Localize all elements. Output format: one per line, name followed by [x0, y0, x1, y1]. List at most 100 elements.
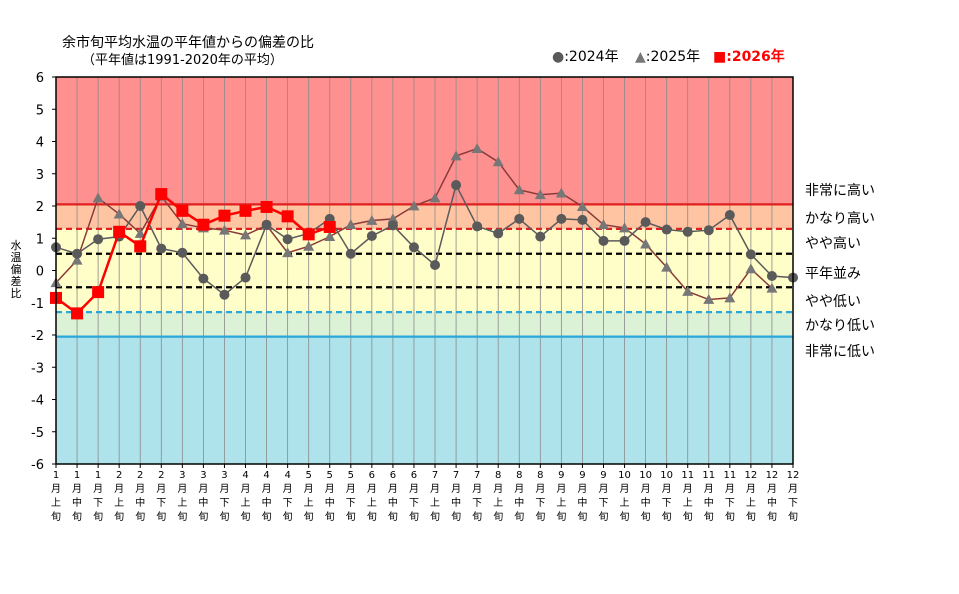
legend-marker-2025: ▲: [635, 49, 646, 65]
x-tick-label: 月: [283, 483, 293, 495]
x-tick-label: 9: [558, 470, 564, 481]
x-tick-label: 旬: [662, 510, 672, 523]
x-tick-label: 10: [660, 470, 673, 481]
x-tick-label: 6: [411, 470, 417, 481]
zone-label-normal: 平年並み: [805, 266, 861, 282]
point-2024: [661, 224, 672, 235]
point-2024: [430, 260, 441, 271]
point-2025: [597, 219, 609, 230]
x-tick-label: 4: [242, 470, 248, 481]
x-tick-label: 中: [514, 496, 524, 509]
x-tick-label: 中: [325, 496, 335, 509]
point-2026: [155, 188, 168, 201]
zone-normal: [56, 228, 793, 288]
x-tick-label: 旬: [788, 510, 798, 523]
x-tick-label: 12: [745, 470, 758, 481]
x-tick-label: 旬: [493, 510, 503, 523]
x-tick-label: 月: [725, 483, 735, 495]
point-2026: [71, 307, 84, 320]
point-2025: [429, 192, 441, 203]
point-2026: [281, 210, 294, 223]
point-2025: [682, 285, 694, 296]
y-tick-label: -4: [31, 394, 44, 409]
x-tick-label: 月: [472, 483, 482, 495]
point-2024: [556, 213, 567, 224]
x-tick-label: 5: [305, 470, 311, 481]
point-2025: [450, 150, 462, 161]
point-2025: [113, 208, 125, 219]
x-tick-label: 月: [51, 483, 61, 495]
point-2025: [619, 222, 631, 233]
x-tick-label: 月: [641, 483, 651, 495]
x-tick-label: 5: [348, 470, 354, 481]
point-2025: [387, 213, 399, 224]
point-2024: [156, 243, 167, 254]
point-2025: [282, 247, 294, 258]
point-2025: [408, 200, 420, 211]
x-tick-label: 下: [346, 498, 356, 509]
zone-slightly-low: [56, 287, 793, 313]
point-2024: [766, 270, 777, 281]
point-2026: [92, 286, 105, 299]
point-2026: [260, 200, 273, 213]
x-tick-label: 上: [177, 497, 187, 509]
x-axis-ticks: 1 月上旬 1 月中旬 1 月下旬 2 月上旬 2 月中旬 2 月下旬 3 月上旬 3 月中旬 3 月下旬 4 月上旬…: [51, 464, 799, 523]
x-tick-label: 1: [74, 470, 80, 481]
x-tick-label: 8: [537, 470, 543, 481]
point-2025: [492, 156, 504, 167]
x-tick-label: 月: [556, 483, 566, 495]
x-tick-label: 月: [620, 483, 630, 495]
point-2024: [261, 219, 272, 230]
x-tick-label: 2: [158, 470, 164, 481]
x-tick-label: 2: [137, 470, 143, 481]
x-tick-label: 1: [53, 470, 59, 481]
point-2025: [71, 254, 83, 265]
x-tick-label: 9: [579, 470, 585, 481]
point-2024: [535, 231, 546, 242]
x-tick-label: 月: [598, 483, 608, 495]
x-tick-label: 3: [200, 470, 206, 481]
x-tick-label: 旬: [451, 510, 461, 523]
zone-low: [56, 312, 793, 337]
x-tick-label: 10: [618, 470, 631, 481]
point-2026: [176, 204, 189, 217]
x-tick-label: 中: [451, 496, 461, 509]
legend-label-2025: ▲:2025年: [635, 46, 700, 66]
x-tick-label: 月: [367, 483, 377, 495]
x-tick-label: 上: [493, 497, 503, 509]
x-tick-label: 3: [179, 470, 185, 481]
x-tick-label: 月: [219, 483, 229, 495]
legend-label-2026: ■:2026年: [713, 49, 785, 65]
x-tick-label: 下: [598, 498, 608, 509]
x-tick-label: 月: [767, 483, 777, 495]
x-tick-label: 旬: [198, 510, 208, 523]
x-tick-label: 旬: [514, 510, 524, 523]
point-2024: [408, 242, 419, 253]
x-tick-label: 旬: [472, 510, 482, 523]
x-tick-label: 1: [95, 470, 101, 481]
point-2026: [197, 218, 210, 231]
zone-label-very-low: 非常に低い: [805, 344, 875, 360]
x-tick-label: 7: [453, 470, 459, 481]
x-tick-label: 旬: [725, 510, 735, 523]
x-tick-label: 6: [390, 470, 396, 481]
x-tick-label: 月: [198, 483, 208, 495]
point-2024: [640, 217, 651, 228]
x-tick-label: 月: [156, 483, 166, 495]
x-tick-label: 11: [723, 470, 736, 481]
x-tick-label: 12: [787, 470, 800, 481]
x-tick-label: 下: [725, 498, 735, 509]
point-2024: [724, 210, 735, 221]
y-axis-label-char: 偏: [10, 263, 22, 276]
x-tick-label: 下: [535, 498, 545, 509]
series-group: [50, 143, 798, 320]
zone-label-slightly-low: やや低い: [805, 294, 861, 310]
y-axis-label-char: 水: [10, 239, 22, 252]
legend-2026: ■:2026年: [713, 46, 785, 66]
y-tick-label: 6: [36, 71, 44, 86]
x-tick-label: 上: [304, 497, 314, 509]
x-tick-label: 旬: [683, 510, 693, 523]
legend-2024: ●:2024年: [552, 46, 619, 66]
x-tick-label: 中: [388, 496, 398, 509]
